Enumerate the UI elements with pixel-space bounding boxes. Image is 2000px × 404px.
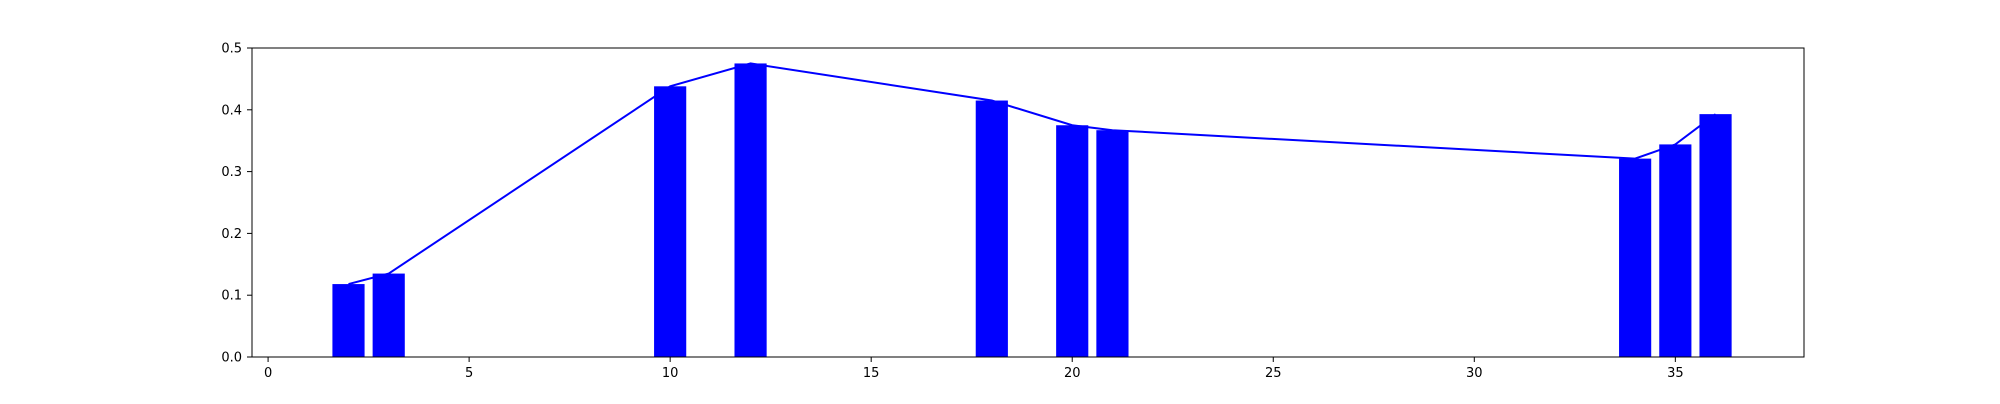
bar-7 [1619,158,1652,357]
y-tick-label-4: 0.4 [221,103,242,118]
bar-1 [372,273,405,357]
x-tick-label-6: 30 [1466,366,1483,381]
y-tick-label-2: 0.2 [221,227,242,242]
bar-5 [1056,125,1089,357]
x-tick-label-2: 10 [662,366,679,381]
x-tick-label-5: 25 [1265,366,1282,381]
x-tick-label-7: 35 [1667,366,1684,381]
bars-group [332,63,1732,357]
x-tick-label-4: 20 [1064,366,1081,381]
x-tick-label-0: 0 [264,366,272,381]
series-line [348,62,1717,286]
bar-2 [654,86,687,357]
y-tick-label-0: 0.0 [221,351,242,366]
bar-0 [332,284,365,357]
y-tick-label-3: 0.3 [221,165,242,180]
x-tick-label-3: 15 [863,366,880,381]
bar-3 [734,63,767,357]
y-axis-ticks: 0.0 0.1 0.2 0.3 0.4 0.5 [221,42,252,366]
plot-frame [251,47,1805,358]
x-axis-ticks: 0 5 10 15 20 25 30 35 [264,357,1684,381]
bar-4 [975,100,1008,357]
y-tick-label-5: 0.5 [221,42,242,57]
line-group [348,62,1717,286]
bar-9 [1699,114,1732,357]
bar-6 [1096,130,1129,357]
bar-8 [1659,144,1692,357]
x-tick-label-1: 5 [465,366,473,381]
y-tick-label-1: 0.1 [221,289,242,304]
